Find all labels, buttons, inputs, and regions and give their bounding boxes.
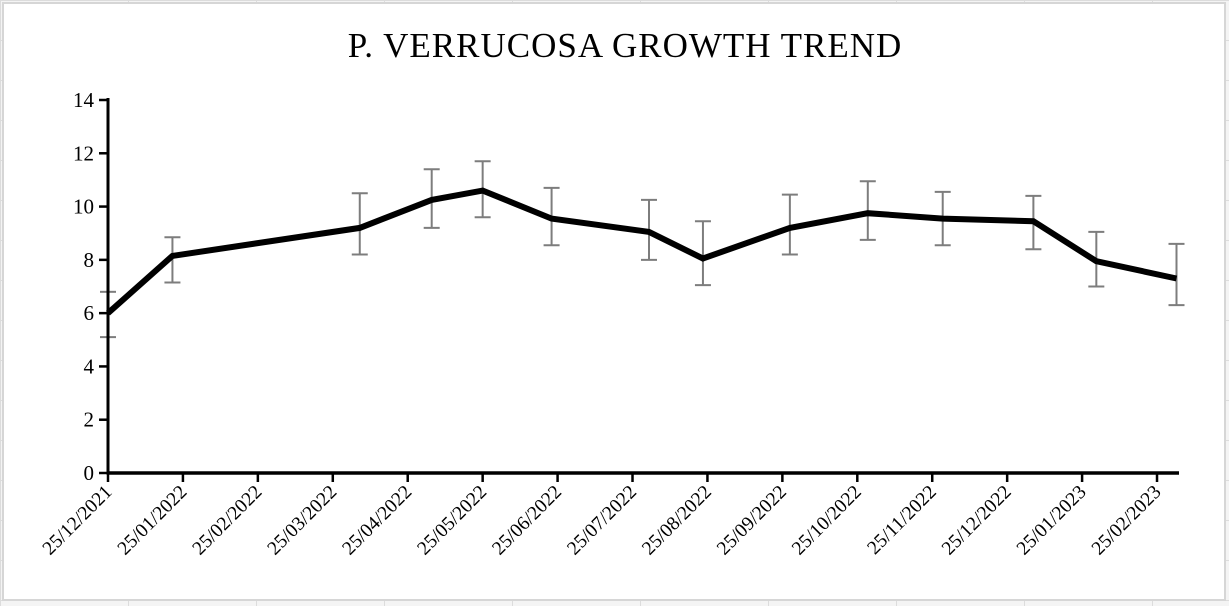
- x-tick-label: 25/02/2022: [189, 482, 267, 560]
- x-tick-label: 25/04/2022: [339, 482, 417, 560]
- x-tick-label: 25/03/2022: [264, 482, 342, 560]
- y-tick-label: 10: [73, 195, 94, 219]
- x-tick-label: 25/06/2022: [488, 482, 566, 560]
- y-tick-label: 6: [84, 301, 95, 325]
- error-bar: [781, 193, 798, 256]
- y-tick-label: 0: [84, 461, 95, 485]
- error-bar: [351, 192, 368, 256]
- x-tick-label: 25/01/2022: [114, 482, 192, 560]
- x-tick-label: 25/01/2023: [1013, 482, 1091, 560]
- x-tick-label: 25/10/2022: [788, 482, 866, 560]
- axes: 0246810121425/12/202125/01/202225/02/202…: [39, 88, 1179, 559]
- y-tick-label: 2: [84, 408, 95, 432]
- x-tick-label: 25/09/2022: [713, 482, 791, 560]
- y-tick-label: 8: [84, 248, 95, 272]
- x-tick-label: 25/08/2022: [638, 482, 716, 560]
- x-tick-label: 25/12/2022: [938, 482, 1016, 560]
- x-tick-label: 25/11/2022: [864, 482, 941, 559]
- x-tick-label: 25/02/2023: [1088, 482, 1166, 560]
- data-series: [106, 187, 1178, 316]
- error-bars: [100, 160, 1185, 339]
- chart-title: P. VERRUCOSA GROWTH TREND: [348, 26, 903, 65]
- x-tick-label: 25/07/2022: [563, 482, 641, 560]
- error-bar: [694, 220, 711, 287]
- x-tick-label: 25/05/2022: [414, 482, 492, 560]
- y-tick-label: 4: [84, 354, 95, 378]
- growth-trend-line: [106, 187, 1178, 316]
- x-tick-label: 25/12/2021: [39, 482, 117, 560]
- y-tick-label: 12: [73, 141, 94, 165]
- error-bar: [1168, 242, 1185, 307]
- y-tick-label: 14: [73, 88, 95, 112]
